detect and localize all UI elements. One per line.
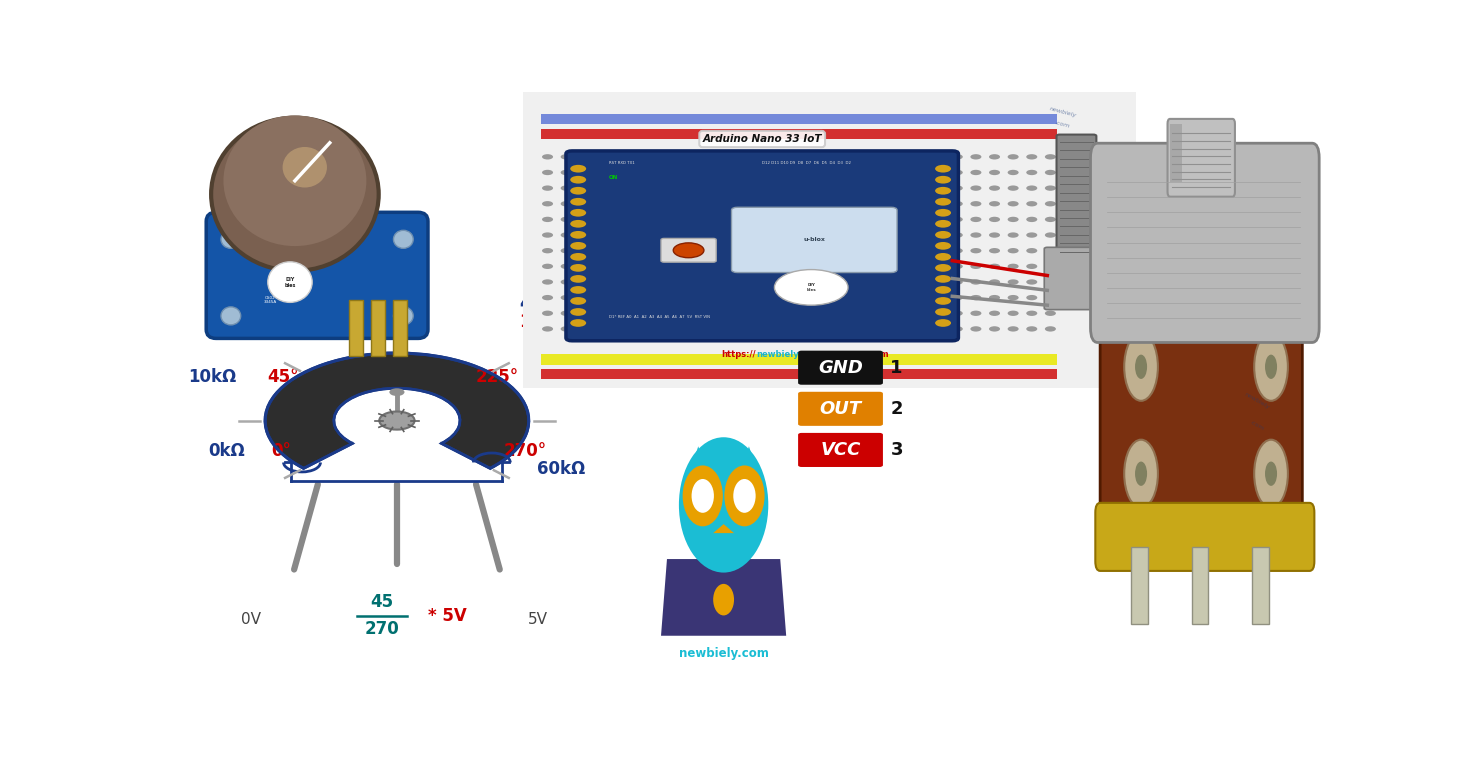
Text: 225°: 225° — [476, 368, 519, 385]
Text: 20kΩ: 20kΩ — [248, 295, 296, 314]
Circle shape — [379, 411, 414, 430]
Text: 0V: 0V — [241, 612, 262, 626]
Text: 270: 270 — [365, 620, 399, 638]
FancyBboxPatch shape — [799, 391, 883, 426]
Text: 90°: 90° — [248, 313, 280, 331]
Text: VCC: VCC — [821, 441, 861, 459]
Text: 45: 45 — [370, 593, 393, 610]
Text: 0°: 0° — [271, 442, 291, 460]
FancyBboxPatch shape — [799, 351, 883, 385]
Text: 50kΩ: 50kΩ — [531, 368, 580, 385]
Text: 2: 2 — [890, 400, 904, 418]
Text: 45°: 45° — [268, 368, 299, 385]
Polygon shape — [291, 424, 503, 481]
Text: * 5V: * 5V — [427, 607, 467, 625]
Wedge shape — [265, 353, 528, 468]
Text: 3: 3 — [890, 441, 904, 459]
Text: 40kΩ: 40kΩ — [519, 295, 568, 314]
Text: 135°: 135° — [349, 238, 392, 256]
Text: 0kΩ: 0kΩ — [207, 442, 244, 460]
Text: 5V: 5V — [528, 612, 547, 626]
Text: GND: GND — [818, 359, 862, 377]
Text: 1: 1 — [890, 359, 904, 377]
Text: 60kΩ: 60kΩ — [537, 460, 586, 478]
Text: 10kΩ: 10kΩ — [188, 368, 237, 385]
Circle shape — [389, 388, 404, 396]
Text: OUT: OUT — [819, 400, 862, 418]
Text: 270°: 270° — [503, 442, 547, 460]
Text: 180°: 180° — [519, 313, 562, 331]
FancyBboxPatch shape — [799, 433, 883, 467]
